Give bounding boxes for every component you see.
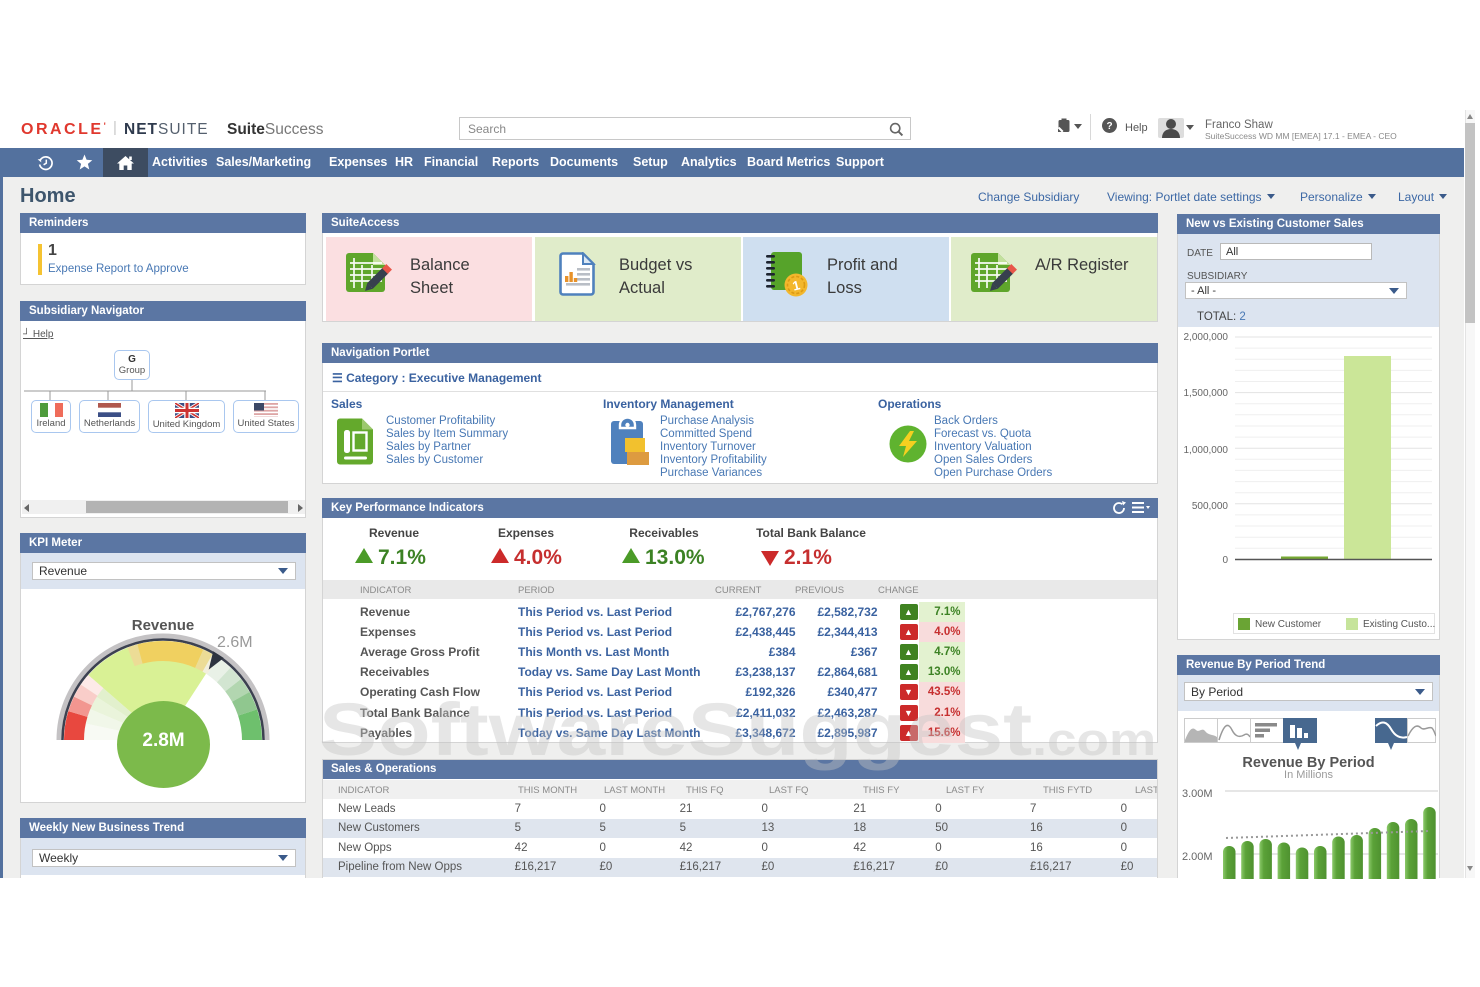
svg-text:500,000: 500,000 bbox=[1192, 501, 1229, 512]
svg-text:1: 1 bbox=[791, 277, 802, 293]
svg-text:?: ? bbox=[1106, 121, 1112, 132]
svg-text:0: 0 bbox=[1222, 555, 1228, 566]
svg-text:2.00M: 2.00M bbox=[1182, 851, 1213, 863]
svg-text:3.00M: 3.00M bbox=[1182, 788, 1213, 800]
svg-text:1,500,000: 1,500,000 bbox=[1184, 388, 1229, 399]
svg-text:2,000,000: 2,000,000 bbox=[1184, 332, 1229, 343]
svg-text:1,000,000: 1,000,000 bbox=[1184, 445, 1229, 456]
